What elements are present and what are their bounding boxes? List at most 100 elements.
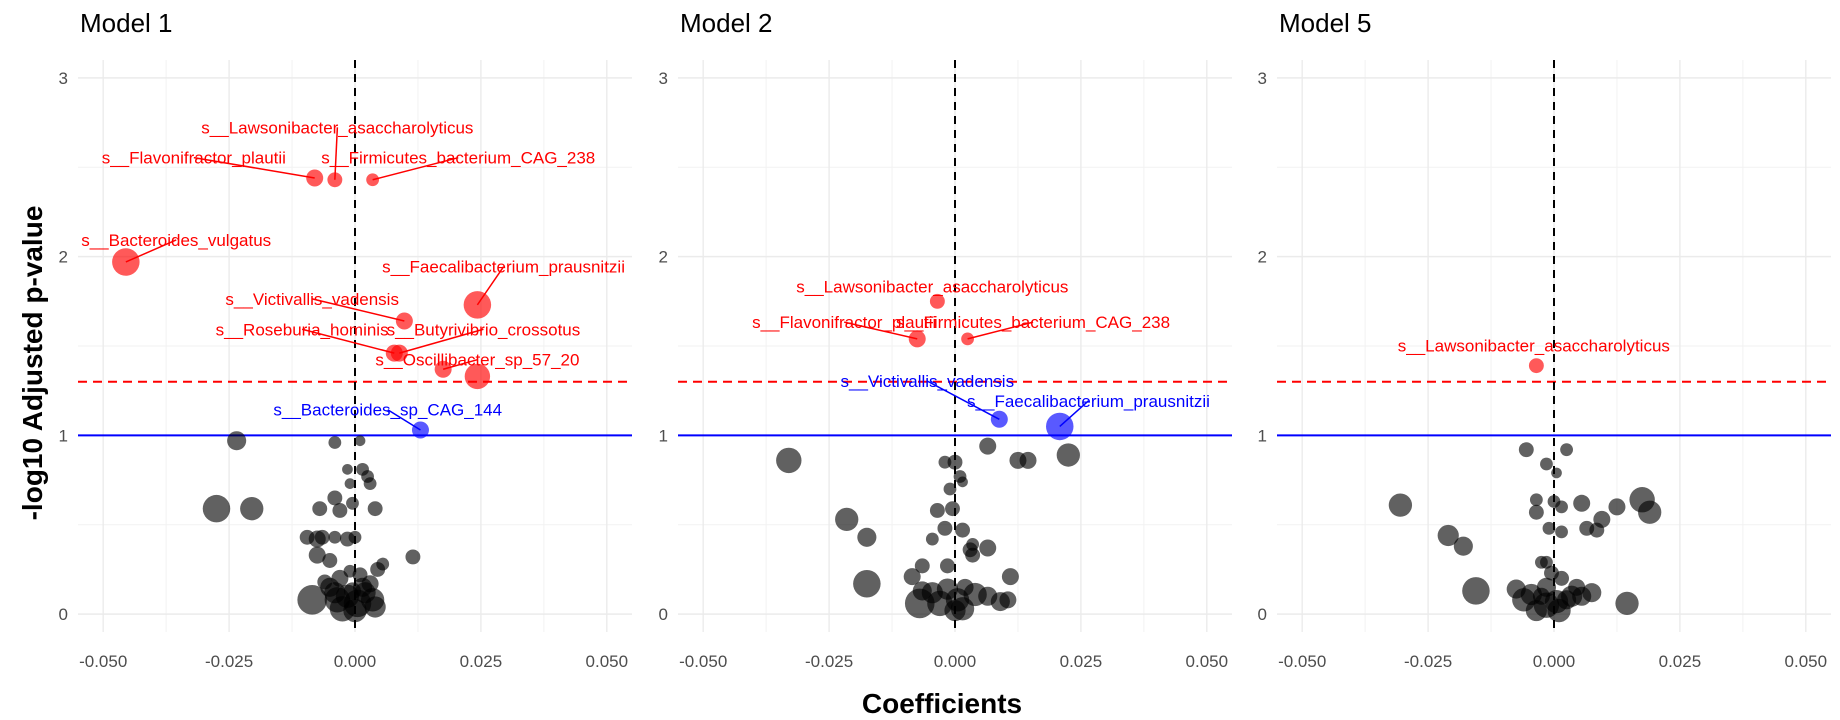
data-point (364, 477, 377, 490)
data-point (1555, 526, 1568, 539)
data-point (1530, 493, 1543, 506)
data-point (1002, 568, 1019, 585)
y-tick-label: 2 (59, 248, 68, 267)
data-point (957, 579, 974, 596)
data-point (1589, 523, 1604, 538)
data-point (1573, 495, 1590, 512)
data-point (345, 478, 356, 489)
data-point (332, 503, 347, 518)
data-point (944, 600, 965, 621)
y-tick-label: 2 (1258, 248, 1267, 267)
data-point (979, 438, 996, 455)
data-point (930, 503, 945, 518)
data-point (922, 582, 943, 603)
data-point (835, 508, 858, 531)
taxon-label: s__Roseburia_hominis (216, 320, 389, 339)
taxon-label: s__Flavonifractor_plautii (102, 149, 286, 168)
y-tick-label: 1 (659, 426, 668, 445)
data-point (322, 553, 337, 568)
taxon-label: s__Firmicutes_bacterium_CAG_238 (896, 313, 1170, 332)
x-tick-label: 0.050 (586, 652, 629, 671)
panel-title: Model 2 (680, 8, 773, 38)
panel-3: -0.050 -0.025 0.000 0.025 0.0500123Model 5s_… (1258, 8, 1831, 671)
data-point (1529, 505, 1544, 520)
data-point (1547, 599, 1570, 622)
significant-point (112, 248, 140, 276)
data-point (227, 431, 246, 450)
data-point (1057, 443, 1080, 466)
significant-point (327, 172, 342, 187)
data-point (776, 448, 801, 473)
data-point (1454, 537, 1473, 556)
data-point (940, 558, 955, 573)
data-point (965, 548, 980, 563)
y-tick-label: 3 (1258, 69, 1267, 88)
panel-2: -0.050 -0.025 0.000 0.025 0.050 0 1 2 3 Model 2 s_… (659, 8, 1232, 671)
x-tick-label: 0.025 (460, 652, 503, 671)
x-tick-label: 0.025 (1659, 652, 1702, 671)
panel-1: -0.050 -0.025 0.000 0.025 0.050 0 1 2 3 Model 1 s_… (59, 8, 632, 671)
data-point (203, 495, 231, 522)
data-point (368, 501, 383, 516)
suggestive-point (412, 422, 429, 439)
taxon-label: s__Bacteroides_vulgatus (81, 231, 271, 250)
x-tick-label: -0.050 (679, 652, 727, 671)
significant-point (366, 173, 379, 186)
data-point (365, 596, 386, 617)
data-point (853, 570, 881, 598)
data-point (1568, 579, 1585, 596)
data-point (240, 497, 263, 520)
data-point (1543, 522, 1556, 535)
suggestive-point (991, 411, 1008, 428)
data-point (999, 591, 1016, 608)
data-point (1389, 493, 1412, 516)
data-point (1554, 571, 1569, 586)
data-point (945, 501, 960, 516)
data-point (309, 531, 326, 548)
taxon-label: s__Bacteroides_sp_CAG_144 (273, 401, 502, 420)
x-tick-label: 0.050 (1186, 652, 1229, 671)
data-point (857, 528, 876, 547)
data-point (362, 575, 379, 592)
taxon-label: s__Victivallis_vadensis (841, 372, 1015, 391)
taxon-label: s__Firmicutes_bacterium_CAG_238 (321, 149, 595, 168)
x-tick-label: -0.050 (79, 652, 127, 671)
data-point (342, 464, 353, 475)
data-point (355, 435, 366, 446)
significant-point (909, 330, 926, 347)
x-tick-label: -0.025 (205, 652, 253, 671)
x-axis-title: Coefficients (862, 688, 1022, 719)
x-tick-label: 0.000 (334, 652, 377, 671)
data-point (1009, 452, 1026, 469)
data-point (1582, 583, 1601, 602)
panel-title: Model 1 (80, 8, 173, 38)
taxon-label: s__Faecalibacterium_prausnitzii (967, 392, 1210, 411)
data-point (1533, 588, 1550, 605)
significant-point (1529, 358, 1544, 373)
data-point (926, 533, 939, 546)
taxon-label: s__Lawsonibacter_asaccharolyticus (796, 277, 1068, 296)
data-point (1540, 458, 1553, 471)
data-point (328, 436, 341, 449)
y-tick-label: 3 (659, 69, 668, 88)
x-tick-label: -0.025 (805, 652, 853, 671)
data-point (948, 455, 963, 470)
y-tick-label: 0 (1258, 605, 1267, 624)
taxon-label: s__Faecalibacterium_prausnitzii (382, 258, 625, 277)
taxon-label: s__Lawsonibacter_asaccharolyticus (201, 118, 473, 137)
data-point (955, 523, 970, 538)
x-tick-label: 0.000 (1533, 652, 1576, 671)
significant-point (464, 291, 492, 319)
data-point (376, 558, 389, 571)
data-point (343, 599, 366, 622)
taxon-label: s__Butyrivibrio_crossotus (387, 320, 581, 339)
y-tick-label: 0 (659, 605, 668, 624)
y-tick-label: 2 (659, 248, 668, 267)
data-point (979, 539, 996, 556)
y-tick-label: 1 (1258, 426, 1267, 445)
y-axis-title: -log10 Adjusted p-value (17, 206, 48, 521)
x-tick-label: 0.050 (1785, 652, 1828, 671)
data-point (1462, 577, 1490, 605)
